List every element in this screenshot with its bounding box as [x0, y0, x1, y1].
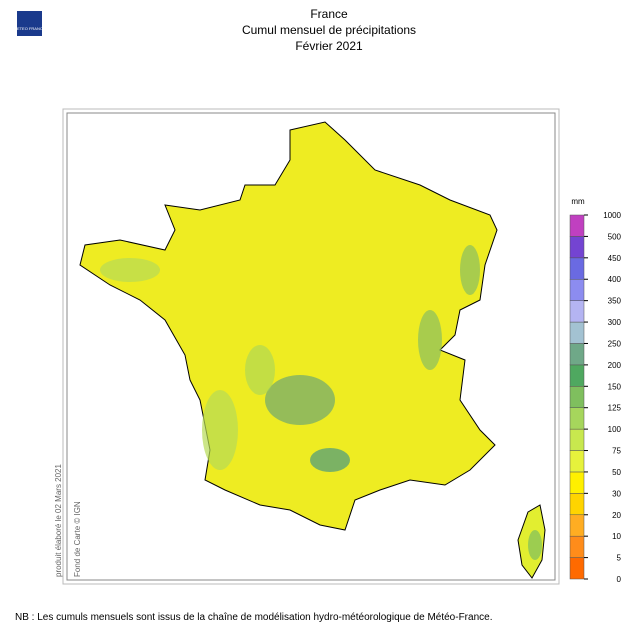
- wet-zone: [528, 530, 542, 560]
- legend-label: 20: [612, 511, 621, 520]
- wet-zone: [100, 258, 160, 282]
- legend-label: 200: [608, 361, 622, 370]
- wet-zone: [460, 245, 480, 295]
- legend-label: 300: [608, 318, 622, 327]
- map: [79, 121, 546, 579]
- legend-swatch: [569, 471, 585, 494]
- map-frame-outer: [62, 108, 560, 585]
- legend-label: 100: [608, 425, 622, 434]
- legend-swatch: [569, 450, 585, 473]
- legend-swatch: [569, 236, 585, 259]
- legend-label: 5: [617, 554, 622, 563]
- legend-swatch: [569, 386, 585, 408]
- legend-label: 75: [612, 447, 621, 456]
- legend-swatch: [569, 300, 585, 323]
- legend-swatch: [569, 257, 585, 280]
- legend-label: 450: [608, 254, 622, 263]
- legend-label: 1000: [603, 211, 621, 220]
- map-frame: [66, 112, 556, 581]
- legend-swatch: [569, 557, 585, 580]
- legend-label: 50: [612, 468, 621, 477]
- legend-swatch: [569, 428, 585, 451]
- legend: 0 5 10 20 30 50 75 100 125 150 200 250 300 350 400 450 5…: [569, 211, 622, 584]
- legend-label: 30: [612, 489, 621, 498]
- legend-swatch: [569, 364, 585, 387]
- title-line: France: [310, 7, 348, 21]
- wet-zone: [202, 390, 238, 470]
- legend-label: 125: [608, 404, 622, 413]
- footer-note: NB : Les cumuls mensuels sont issus de l…: [15, 612, 492, 623]
- wet-zone: [265, 375, 335, 425]
- logo-text: METEO FRANCE: [14, 26, 46, 31]
- legend-label: 150: [608, 382, 622, 391]
- legend-label: 10: [612, 532, 621, 541]
- title-line: Février 2021: [295, 39, 363, 53]
- wet-zone: [245, 345, 275, 395]
- legend-swatch: [569, 278, 585, 301]
- legend-swatch: [569, 514, 585, 537]
- france: [79, 121, 498, 531]
- legend-label: 400: [608, 275, 622, 284]
- legend-label: 0: [617, 575, 622, 584]
- legend-label: 250: [608, 339, 622, 348]
- legend-swatch: [569, 343, 585, 366]
- wet-zone: [418, 310, 442, 370]
- legend-swatch: [569, 407, 585, 430]
- side-note: produit élaboré le 02 Mars 2021: [54, 463, 63, 577]
- title-line: Cumul mensuel de précipitations: [242, 23, 416, 37]
- legend-label: 350: [608, 297, 622, 306]
- legend-swatch: [569, 214, 585, 237]
- side-note: Fond de Carte © IGN: [73, 501, 82, 577]
- wet-zone: [310, 448, 350, 472]
- logo-box: [17, 11, 42, 36]
- legend-unit: mm: [571, 197, 585, 206]
- legend-swatch: [569, 321, 585, 344]
- legend-swatch: [569, 493, 585, 516]
- legend-label: 500: [608, 232, 622, 241]
- legend-swatch: [569, 535, 585, 558]
